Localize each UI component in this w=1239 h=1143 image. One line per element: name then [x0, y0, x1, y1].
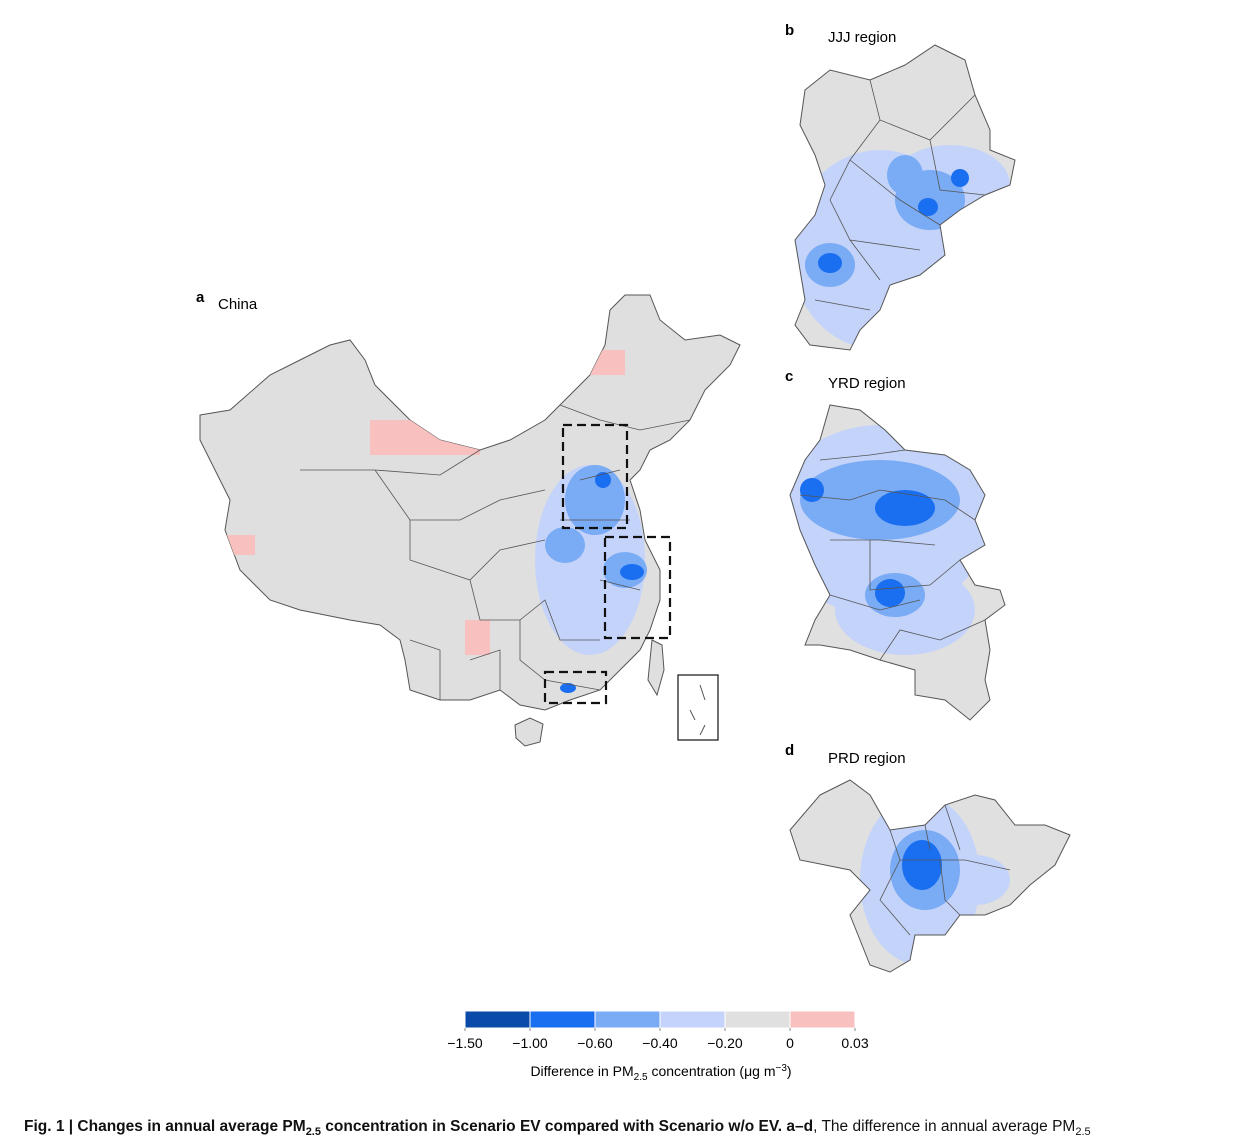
- china-map: [199, 294, 741, 747]
- negative-patch: [545, 527, 585, 563]
- province-borders: [300, 404, 691, 700]
- label-part: ): [787, 1063, 792, 1079]
- negative-patch: [887, 155, 923, 195]
- caption-lead: concentration in Scenario EV compared wi…: [321, 1118, 782, 1135]
- jjj-map: [794, 44, 1016, 351]
- legend-swatch: [724, 1010, 791, 1029]
- legend-tick-label: −0.40: [642, 1035, 678, 1051]
- jjj-outline: [794, 44, 1016, 351]
- legend-swatch: [529, 1010, 596, 1029]
- negative-patch: [818, 253, 842, 273]
- negative-patch: [565, 465, 625, 535]
- panel-letter: a: [196, 289, 205, 306]
- negative-patch: [595, 472, 611, 488]
- caption-panels: a–d: [782, 1118, 813, 1135]
- label-part: concentration (μg m: [648, 1063, 776, 1079]
- legend-swatch: [464, 1010, 531, 1029]
- label-sub: 2.5: [634, 1072, 648, 1083]
- positive-patch: [225, 535, 255, 555]
- legend-swatch: [594, 1010, 661, 1029]
- negative-patch: [875, 579, 905, 607]
- yrd-outline: [789, 404, 1006, 721]
- negative-patch: [902, 840, 942, 890]
- legend-tick-label: 0: [786, 1035, 794, 1051]
- panel-title: PRD region: [828, 750, 906, 767]
- district-borders: [799, 449, 986, 661]
- positive-patch: [580, 350, 625, 375]
- legend-tick-label: −1.00: [512, 1035, 548, 1051]
- yrd-map: [789, 404, 1006, 721]
- legend-tick-label: −0.20: [707, 1035, 743, 1051]
- positive-patch: [370, 420, 480, 455]
- caption-rest: , The difference in annual average PM: [813, 1118, 1075, 1135]
- negative-patch: [951, 169, 969, 187]
- caption: Fig. 1 | Changes in annual average PM2.5…: [24, 1118, 1091, 1138]
- prd-outline: [789, 779, 1071, 973]
- legend-swatch: [659, 1010, 726, 1029]
- negative-patch: [620, 564, 644, 580]
- legend-swatch: [789, 1010, 856, 1029]
- legend-tick-label: −0.60: [577, 1035, 613, 1051]
- panel-letter: d: [785, 742, 794, 759]
- panel-title: JJJ region: [828, 29, 896, 46]
- prd-box: [543, 670, 608, 705]
- label-sup: −3: [775, 1063, 787, 1074]
- panel-title: China: [218, 296, 258, 313]
- caption-sub: 2.5: [1075, 1126, 1090, 1138]
- legend-tick-label: 0.03: [841, 1035, 868, 1051]
- negative-patch: [560, 683, 576, 693]
- panel-letter: b: [785, 22, 794, 39]
- legend: −1.50 −1.00 −0.60 −0.40 −0.20 0 0.03: [447, 1010, 869, 1051]
- prd-map: [789, 779, 1071, 973]
- islands: [689, 684, 706, 736]
- panel-title: YRD region: [828, 375, 906, 392]
- taiwan: [647, 639, 665, 697]
- yrd-box: [603, 535, 672, 640]
- hainan: [514, 717, 544, 747]
- legend-label: Difference in PM2.5 concentration (μg m−…: [530, 1063, 791, 1083]
- positive-patch: [465, 620, 490, 655]
- legend-tick-label: −1.50: [447, 1035, 483, 1051]
- label-part: Difference in PM: [530, 1063, 633, 1079]
- negative-patch: [918, 198, 938, 216]
- district-borders: [879, 804, 1011, 936]
- negative-patch: [875, 490, 935, 526]
- caption-sub: 2.5: [306, 1126, 321, 1138]
- caption-lead: Fig. 1 | Changes in annual average PM: [24, 1118, 306, 1135]
- negative-patch: [800, 478, 824, 502]
- district-borders: [814, 79, 986, 311]
- panel-letter: c: [785, 368, 793, 385]
- south-sea-inset: [677, 674, 719, 741]
- jjj-box: [561, 423, 629, 530]
